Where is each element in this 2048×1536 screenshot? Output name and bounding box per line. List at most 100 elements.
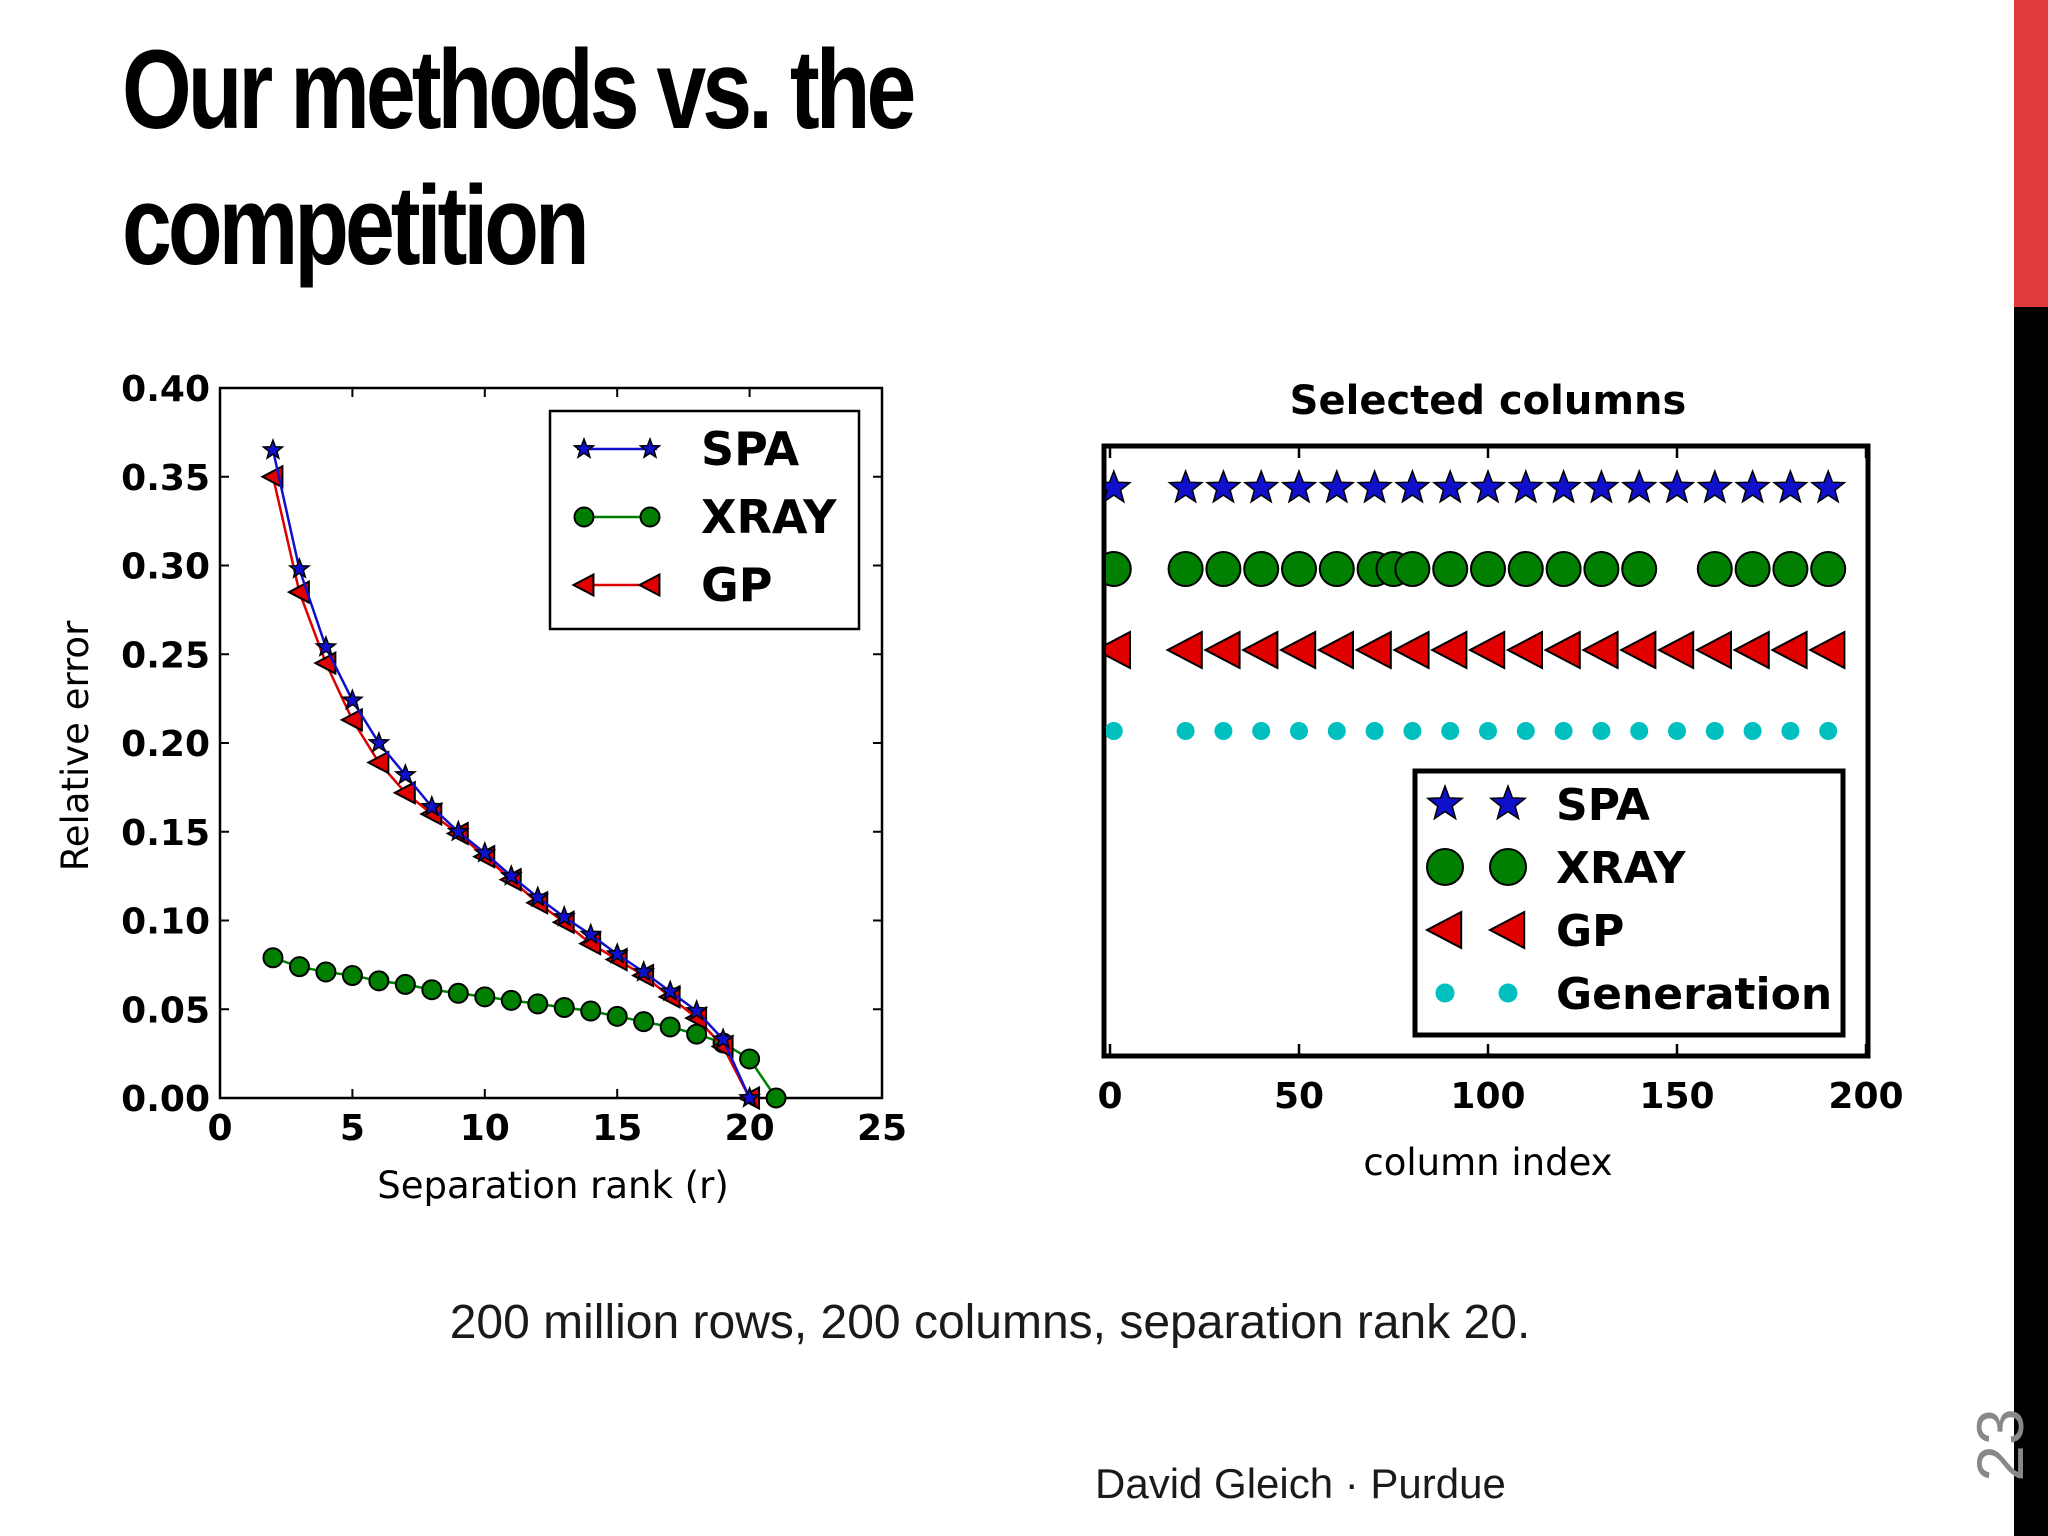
column-marker-xray: [1394, 551, 1431, 587]
column-marker-gp: [1770, 630, 1808, 670]
column-marker-gp: [1505, 630, 1543, 670]
data-point-xray: [421, 979, 443, 1001]
legend-label-generation: Generation: [1556, 969, 1832, 1020]
legend-marker-gp: [1424, 910, 1463, 950]
column-marker-spa: [1318, 468, 1356, 504]
column-marker-xray: [1696, 551, 1733, 587]
legend-marker-spa: [572, 436, 596, 459]
column-marker-generation: [1106, 722, 1123, 740]
plot-frame: [1101, 443, 1871, 1059]
column-marker-spa: [1394, 468, 1431, 504]
relative-error-chart: 0 5 10 15 20 25 0.00 0.05 0.10 0.15 0.20 0.25 0.30 0.…: [54, 369, 907, 1207]
data-point-xray: [633, 1011, 655, 1033]
data-point-spa: [605, 942, 629, 965]
y-tick-label: 0.15: [121, 813, 210, 854]
data-point-xray: [580, 1000, 602, 1022]
column-marker-xray: [1545, 551, 1582, 587]
legend-marker-spa: [638, 436, 662, 459]
data-point-spa: [367, 730, 391, 753]
column-marker-spa: [1280, 468, 1318, 504]
column-marker-spa: [1431, 468, 1469, 504]
column-marker-spa: [1658, 468, 1696, 504]
selected-columns-chart: Selected columns 0 50 100 150 200 column index…: [1097, 378, 1903, 1184]
data-point-gp: [366, 750, 390, 775]
data-point-gp: [392, 780, 416, 805]
legend-marker-xray: [573, 506, 595, 528]
data-point-xray: [341, 965, 363, 987]
legend-marker-xray: [639, 506, 661, 528]
column-marker-generation: [1516, 722, 1535, 740]
y-tick-label: 0.10: [121, 902, 210, 943]
legend: SPA XRAY GP Generation: [1412, 768, 1846, 1038]
column-marker-generation: [1781, 722, 1800, 740]
data-point-xray: [527, 993, 549, 1015]
data-point-gp: [339, 707, 363, 733]
column-marker-spa: [1469, 468, 1507, 504]
column-marker-gp: [1430, 630, 1468, 670]
x-axis-label: column index: [1363, 1141, 1612, 1184]
column-marker-xray: [1810, 551, 1847, 587]
column-marker-generation: [1819, 722, 1838, 740]
legend-marker-generation: [1435, 983, 1455, 1003]
column-marker-spa: [1167, 468, 1204, 504]
column-marker-xray: [1470, 551, 1506, 587]
x-tick-label: 25: [857, 1108, 907, 1149]
x-tick-label: 20: [725, 1108, 775, 1149]
data-point-xray: [500, 989, 522, 1011]
x-tick-label: 50: [1274, 1076, 1324, 1117]
x-axis-label: Separation rank (r): [377, 1164, 729, 1207]
column-marker-spa: [1242, 468, 1280, 504]
data-point-spa: [314, 634, 338, 657]
x-tick-label: 0: [1097, 1076, 1122, 1117]
data-point-xray: [659, 1016, 681, 1038]
column-marker-xray: [1772, 551, 1809, 587]
data-point-spa: [658, 979, 682, 1002]
column-marker-xray: [1583, 551, 1620, 587]
column-marker-generation: [1441, 722, 1460, 740]
data-point-spa: [526, 885, 550, 908]
column-marker-spa: [1809, 468, 1847, 504]
column-marker-spa: [1583, 468, 1620, 504]
y-tick-label: 0.05: [121, 990, 210, 1031]
y-tick-label: 0.30: [121, 547, 210, 588]
data-point-xray: [315, 961, 337, 983]
column-marker-spa: [1545, 468, 1582, 504]
column-marker-generation: [1479, 722, 1497, 740]
data-point-spa: [393, 762, 417, 785]
y-tick-label: 0.25: [121, 635, 210, 676]
x-tick-label: 200: [1828, 1076, 1903, 1117]
data-point-xray: [553, 996, 575, 1018]
legend-marker-gp: [637, 572, 661, 598]
data-point-xray: [474, 986, 496, 1008]
slide-caption: 200 million rows, 200 columns, separatio…: [449, 1296, 1531, 1349]
column-marker-gp: [1694, 630, 1732, 670]
x-tick-label: 100: [1450, 1076, 1525, 1117]
x-tick-label: 10: [460, 1108, 510, 1149]
column-marker-generation: [1592, 722, 1611, 740]
legend-marker-generation: [1498, 983, 1518, 1003]
data-point-xray: [447, 982, 469, 1004]
column-marker-gp: [1106, 630, 1131, 670]
column-marker-gp: [1392, 630, 1430, 670]
slide-footer: David Gleich · Purdue: [1095, 1460, 1506, 1507]
data-point-spa: [579, 922, 603, 945]
y-tick-label: 0.40: [121, 369, 210, 410]
data-point-spa: [552, 904, 576, 927]
data-point-spa: [632, 959, 656, 982]
data-point-xray: [262, 947, 284, 969]
legend-label-xray: XRAY: [1556, 843, 1687, 894]
chart-title: Selected columns: [1290, 378, 1687, 424]
y-tick-label: 0.20: [121, 724, 210, 765]
data-point-xray: [368, 970, 390, 992]
column-marker-gp: [1354, 630, 1392, 670]
data-point-spa: [261, 437, 285, 460]
column-marker-gp: [1656, 630, 1695, 670]
legend-label-spa: SPA: [1556, 780, 1650, 831]
slide-title: Our methods vs. the competition: [122, 22, 1002, 294]
legend-marker-gp: [1487, 910, 1526, 950]
sidebar-accent: [2014, 0, 2048, 307]
column-marker-gp: [1808, 630, 1846, 670]
data-point-xray: [739, 1048, 761, 1070]
column-marker-gp: [1581, 630, 1619, 670]
